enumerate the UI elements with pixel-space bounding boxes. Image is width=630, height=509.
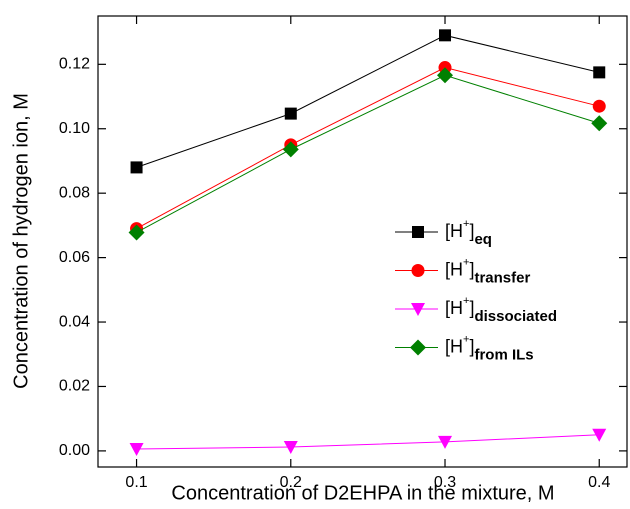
y-tick-label: 0.00: [59, 442, 90, 459]
legend-label: [H+]eq: [445, 218, 492, 248]
x-tick-label: 0.1: [125, 474, 147, 491]
marker: [592, 99, 606, 113]
x-tick-label: 0.2: [280, 474, 302, 491]
marker: [438, 435, 453, 449]
marker: [437, 67, 454, 84]
series-line: [136, 67, 600, 230]
marker: [591, 115, 608, 132]
marker: [283, 441, 298, 455]
x-tick-label: 0.3: [434, 474, 456, 491]
marker: [130, 161, 143, 174]
marker: [128, 224, 145, 241]
legend-marker: [411, 303, 425, 316]
marker: [284, 107, 297, 120]
x-axis-label: Concentration of D2EHPA in the mixture, …: [171, 482, 554, 504]
y-tick-label: 0.06: [59, 249, 90, 266]
legend-label: [H+]transfer: [445, 256, 530, 286]
y-axis-label: Concentration of hydrogen ion, M: [10, 93, 32, 389]
series-line: [136, 34, 600, 168]
legend-marker: [410, 339, 426, 356]
marker: [282, 141, 299, 158]
y-tick-label: 0.02: [59, 378, 90, 395]
marker: [592, 428, 607, 442]
y-tick-label: 0.04: [59, 313, 90, 330]
marker: [439, 29, 452, 42]
legend-marker: [411, 264, 425, 277]
series-line: [136, 74, 600, 233]
x-tick-label: 0.4: [588, 474, 610, 491]
marker: [593, 66, 606, 79]
marker: [129, 442, 144, 456]
legend-label: [H+]dissociated: [445, 295, 557, 325]
y-tick-label: 0.08: [59, 184, 90, 201]
series-line: [136, 434, 600, 450]
legend-marker: [412, 226, 424, 238]
plot-frame: [97, 15, 628, 468]
y-tick-label: 0.10: [59, 120, 90, 137]
y-tick-label: 0.12: [59, 56, 90, 73]
legend-label: [H+]from ILs: [445, 333, 534, 363]
